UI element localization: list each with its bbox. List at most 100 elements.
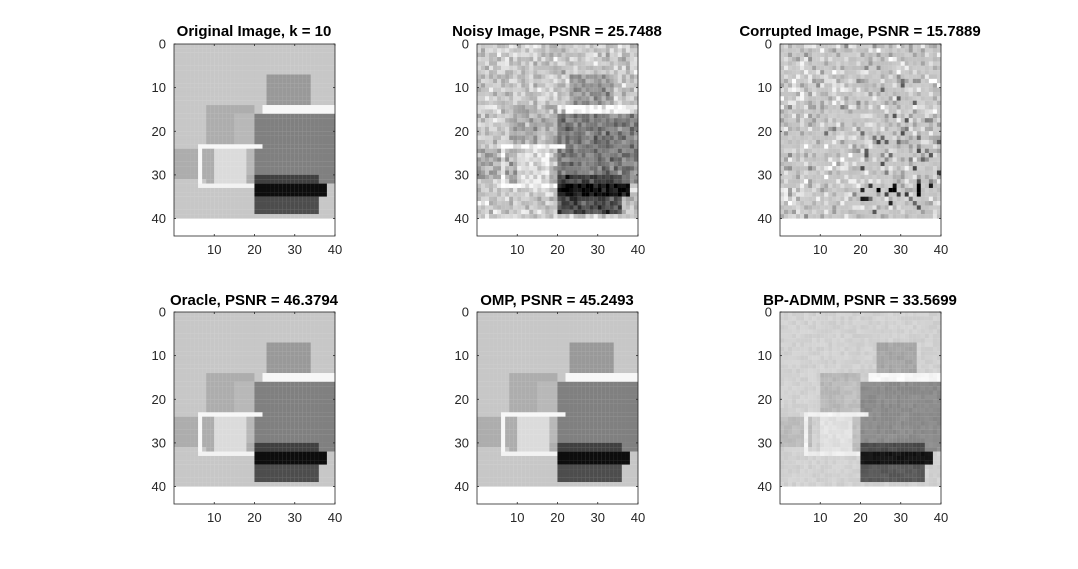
pixel: [812, 135, 817, 141]
pixel: [936, 78, 942, 84]
pixel: [613, 78, 618, 84]
pixel: [804, 100, 809, 106]
pixel: [529, 48, 534, 53]
pixel: [294, 100, 299, 106]
pixel: [848, 196, 853, 202]
pixel: [282, 166, 287, 171]
pixel: [888, 139, 893, 145]
pixel: [932, 74, 938, 79]
pixel: [840, 131, 845, 136]
pixel: [294, 144, 299, 149]
pixel: [210, 126, 215, 132]
pixel: [880, 139, 885, 145]
pixel: [480, 61, 486, 66]
pixel: [485, 166, 490, 171]
pixel: [561, 192, 566, 197]
pixel: [489, 144, 494, 149]
pixel: [844, 100, 849, 106]
pixel: [557, 201, 562, 206]
pixel: [322, 78, 328, 84]
pixel: [864, 179, 869, 184]
pixel: [904, 187, 909, 193]
pixel: [844, 131, 849, 136]
pixel: [820, 166, 825, 171]
pixel: [804, 109, 809, 114]
pixel: [593, 126, 598, 132]
pixel: [900, 100, 905, 106]
pixel: [900, 113, 905, 119]
pixel: [246, 201, 251, 206]
pixel: [250, 78, 255, 84]
pixel: [254, 209, 259, 215]
pixel: [497, 105, 502, 110]
pixel: [884, 131, 889, 136]
y-tick-label: 0: [765, 37, 772, 52]
pixel: [633, 196, 639, 202]
pixel: [844, 57, 849, 62]
pixel: [912, 153, 917, 158]
pixel: [476, 74, 482, 79]
pixel: [601, 196, 606, 202]
pixel: [832, 205, 837, 210]
pixel: [884, 192, 889, 197]
pixel: [214, 43, 219, 49]
pixel: [553, 205, 558, 210]
pixel: [932, 105, 938, 110]
pixel: [290, 87, 295, 93]
pixel: [848, 122, 853, 127]
pixel: [222, 91, 227, 97]
pixel: [214, 78, 219, 84]
pixel: [912, 166, 917, 171]
pixel: [302, 70, 307, 75]
pixel: [553, 170, 558, 175]
pixel: [218, 174, 223, 180]
pixel: [569, 179, 574, 184]
pixel: [234, 316, 239, 321]
pixel: [593, 65, 598, 71]
pixel: [177, 166, 183, 171]
pixel: [613, 100, 618, 106]
pixel: [230, 96, 235, 101]
pixel: [924, 131, 929, 136]
pixel: [804, 183, 809, 189]
pixel: [896, 43, 901, 49]
pixel: [605, 70, 610, 75]
pixel: [625, 57, 631, 62]
pixel: [848, 105, 853, 110]
pixel: [173, 166, 179, 171]
pixel: [286, 100, 291, 106]
pixel: [601, 153, 606, 158]
pixel: [186, 83, 191, 88]
pixel: [812, 48, 817, 53]
pixel: [234, 139, 239, 145]
pixel: [521, 174, 526, 180]
pixel: [210, 135, 215, 141]
pixel: [908, 113, 913, 119]
pixel: [306, 65, 311, 71]
pixel: [242, 174, 247, 180]
pixel: [322, 192, 328, 197]
pixel: [569, 209, 574, 215]
pixel: [298, 139, 303, 145]
pixel: [896, 170, 901, 175]
pixel: [553, 96, 558, 101]
pixel: [625, 205, 631, 210]
pixel: [177, 113, 183, 119]
pixel: [214, 153, 219, 158]
pixel: [258, 166, 263, 171]
pixel: [210, 214, 215, 219]
pixel: [218, 122, 223, 127]
pixel: [779, 131, 785, 136]
pixel: [609, 78, 614, 84]
pixel: [916, 157, 921, 162]
pixel: [932, 170, 938, 175]
pixel: [226, 118, 231, 123]
pixel: [633, 205, 639, 210]
pixel: [621, 74, 626, 79]
pixel: [242, 83, 247, 88]
pixel: [177, 52, 183, 58]
pixel: [509, 192, 514, 197]
pixel: [533, 52, 538, 58]
pixel: [916, 74, 921, 79]
